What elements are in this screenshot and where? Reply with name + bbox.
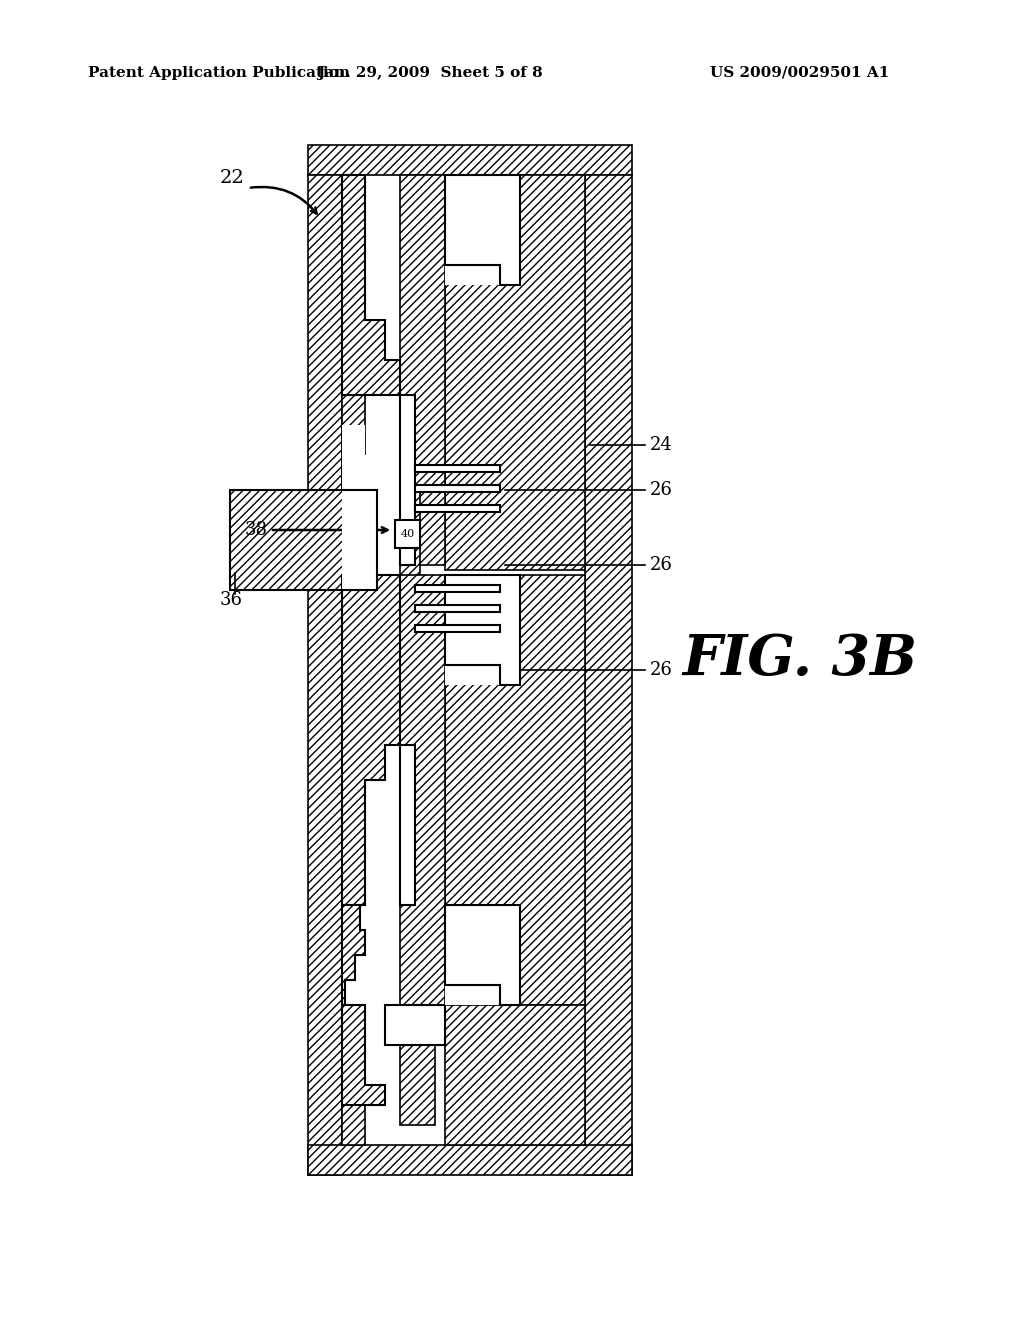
- Text: 22: 22: [220, 169, 245, 187]
- Text: US 2009/0029501 A1: US 2009/0029501 A1: [711, 66, 890, 81]
- Bar: [445, 576, 585, 1005]
- Bar: [308, 1144, 632, 1175]
- Text: 26: 26: [650, 661, 673, 678]
- Bar: [400, 1045, 435, 1125]
- Text: Jan. 29, 2009  Sheet 5 of 8: Jan. 29, 2009 Sheet 5 of 8: [317, 66, 543, 81]
- Bar: [342, 176, 365, 495]
- Bar: [230, 490, 377, 590]
- Polygon shape: [342, 906, 365, 1005]
- Text: 26: 26: [650, 480, 673, 499]
- Bar: [445, 1005, 585, 1144]
- Polygon shape: [342, 1005, 385, 1105]
- Bar: [400, 395, 415, 565]
- Bar: [445, 906, 520, 1005]
- Bar: [415, 465, 500, 473]
- Polygon shape: [342, 425, 385, 495]
- Polygon shape: [445, 176, 520, 285]
- Bar: [342, 490, 377, 590]
- Text: 40: 40: [400, 529, 415, 539]
- Text: Patent Application Publication: Patent Application Publication: [88, 66, 350, 81]
- Text: 38: 38: [245, 521, 268, 539]
- Bar: [308, 145, 632, 176]
- Bar: [230, 490, 377, 590]
- Text: 24: 24: [650, 436, 673, 454]
- Text: 36: 36: [220, 591, 243, 609]
- Polygon shape: [445, 576, 520, 685]
- Bar: [385, 1005, 445, 1045]
- Polygon shape: [342, 176, 400, 395]
- Bar: [415, 506, 500, 512]
- Bar: [415, 585, 500, 591]
- Text: FIG. 3B: FIG. 3B: [683, 632, 918, 688]
- Text: 26: 26: [650, 556, 673, 574]
- Polygon shape: [445, 906, 520, 1005]
- Bar: [400, 490, 420, 579]
- Bar: [400, 744, 415, 906]
- Bar: [445, 176, 520, 285]
- Polygon shape: [342, 576, 400, 906]
- Bar: [395, 520, 420, 548]
- Bar: [308, 176, 342, 1175]
- Bar: [445, 576, 520, 685]
- Bar: [415, 484, 500, 492]
- Bar: [400, 576, 445, 1005]
- Bar: [445, 176, 585, 570]
- Bar: [585, 176, 632, 1175]
- Bar: [400, 176, 445, 565]
- Bar: [342, 1005, 365, 1144]
- Bar: [415, 624, 500, 632]
- Bar: [415, 605, 500, 612]
